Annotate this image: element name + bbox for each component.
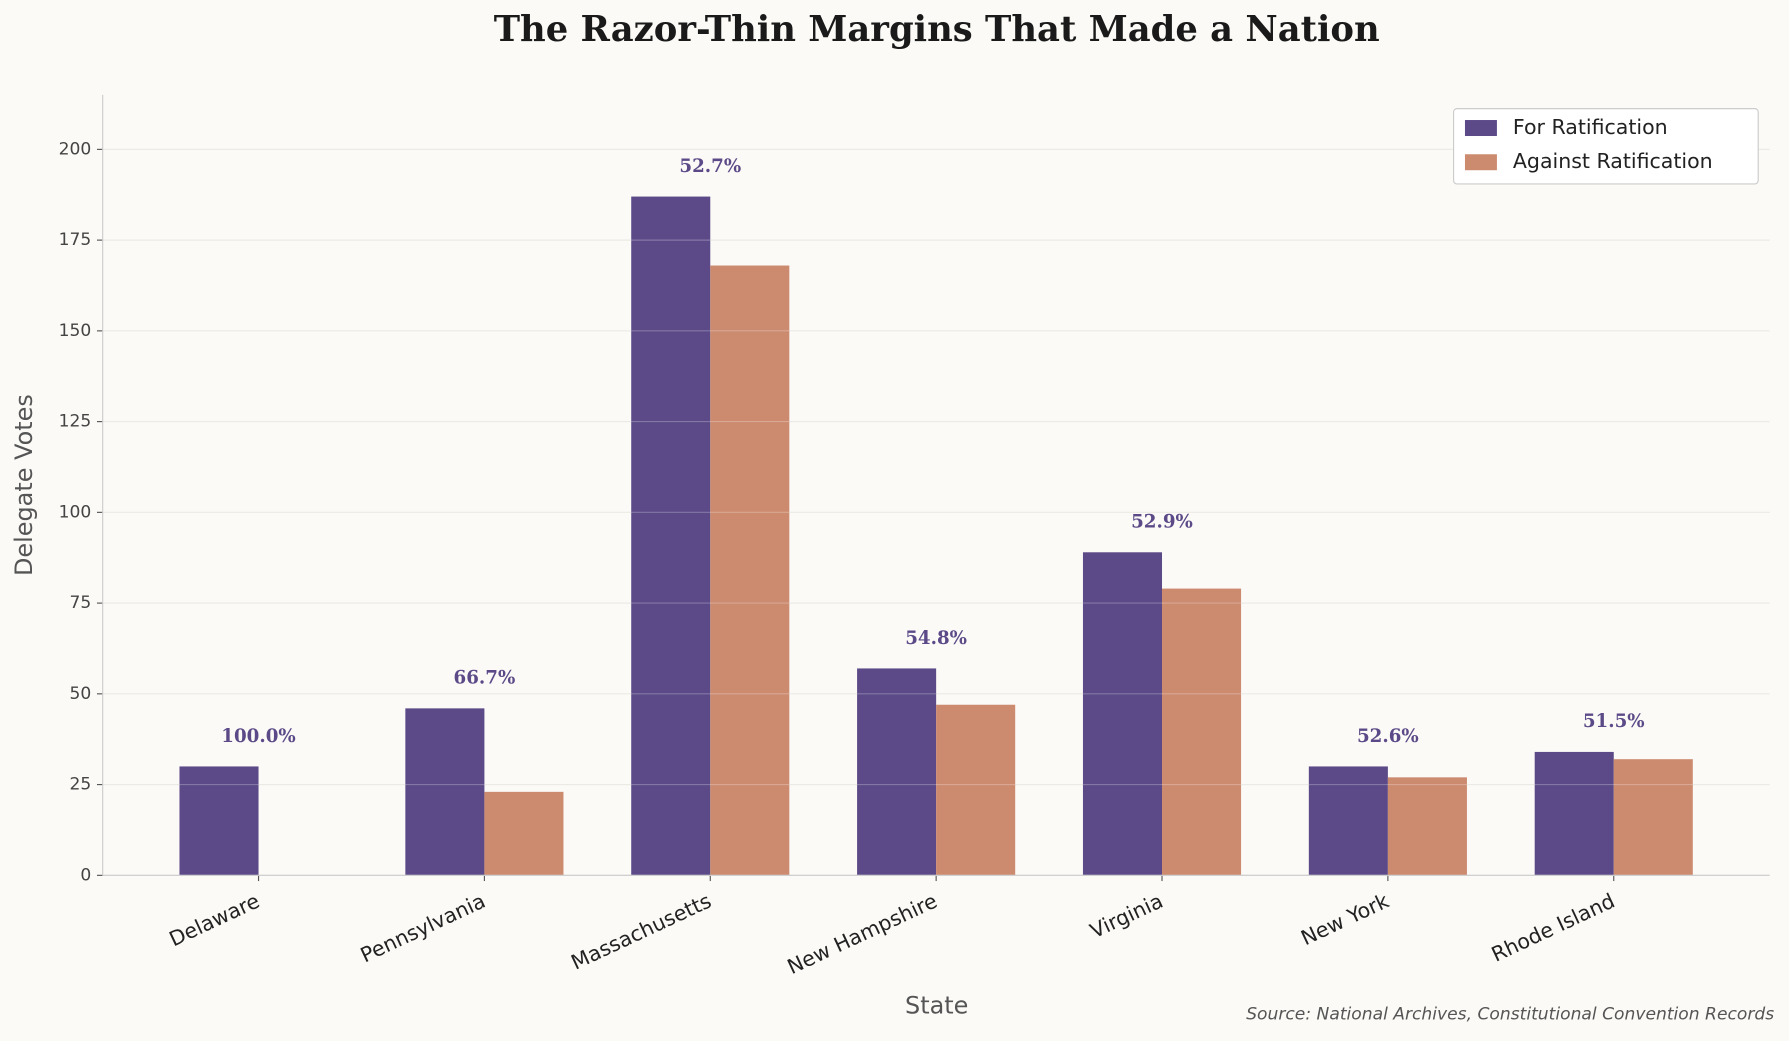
y-tick-label: 100 (59, 502, 92, 522)
legend-box (1452, 108, 1759, 185)
bar (936, 704, 1016, 876)
legend-swatch (1464, 120, 1497, 137)
y-tick-label: 200 (59, 139, 92, 159)
annotation: 54.8% (905, 628, 967, 649)
annotation: 52.7% (679, 156, 741, 177)
bar (710, 265, 790, 876)
y-tick-label: 50 (69, 684, 91, 704)
annotation: 100.0% (221, 726, 296, 747)
y-tick-label: 25 (69, 775, 91, 795)
annotation: 51.5% (1583, 711, 1645, 732)
bar (179, 766, 259, 876)
chart-title: The Razor-Thin Margins That Made a Natio… (494, 9, 1380, 50)
bar (631, 196, 711, 876)
bar (1308, 766, 1388, 876)
legend-swatch (1464, 154, 1497, 171)
annotation: 52.9% (1131, 512, 1193, 533)
bar (1534, 751, 1614, 876)
bar (1613, 759, 1693, 876)
legend-label: For Ratification (1513, 115, 1668, 139)
annotation: 66.7% (454, 668, 516, 689)
y-tick-label: 125 (59, 412, 92, 432)
bar (1082, 552, 1163, 876)
y-tick-label: 175 (59, 230, 92, 250)
y-tick-label: 75 (69, 593, 91, 613)
y-tick-label: 0 (80, 865, 91, 885)
x-axis-label: State (905, 992, 968, 1020)
annotation: 52.6% (1357, 726, 1419, 747)
bar (405, 708, 485, 876)
bar (857, 668, 937, 876)
legend-label: Against Ratification (1513, 149, 1713, 173)
y-tick-label: 150 (59, 321, 92, 341)
bar (484, 791, 564, 876)
source-note: Source: National Archives, Constitutiona… (1246, 1005, 1774, 1025)
legend: For Ratification Against Ratification (1452, 108, 1759, 185)
y-axis-label: Delegate Votes (10, 394, 38, 576)
bar (1387, 777, 1467, 876)
bar (1162, 588, 1242, 876)
